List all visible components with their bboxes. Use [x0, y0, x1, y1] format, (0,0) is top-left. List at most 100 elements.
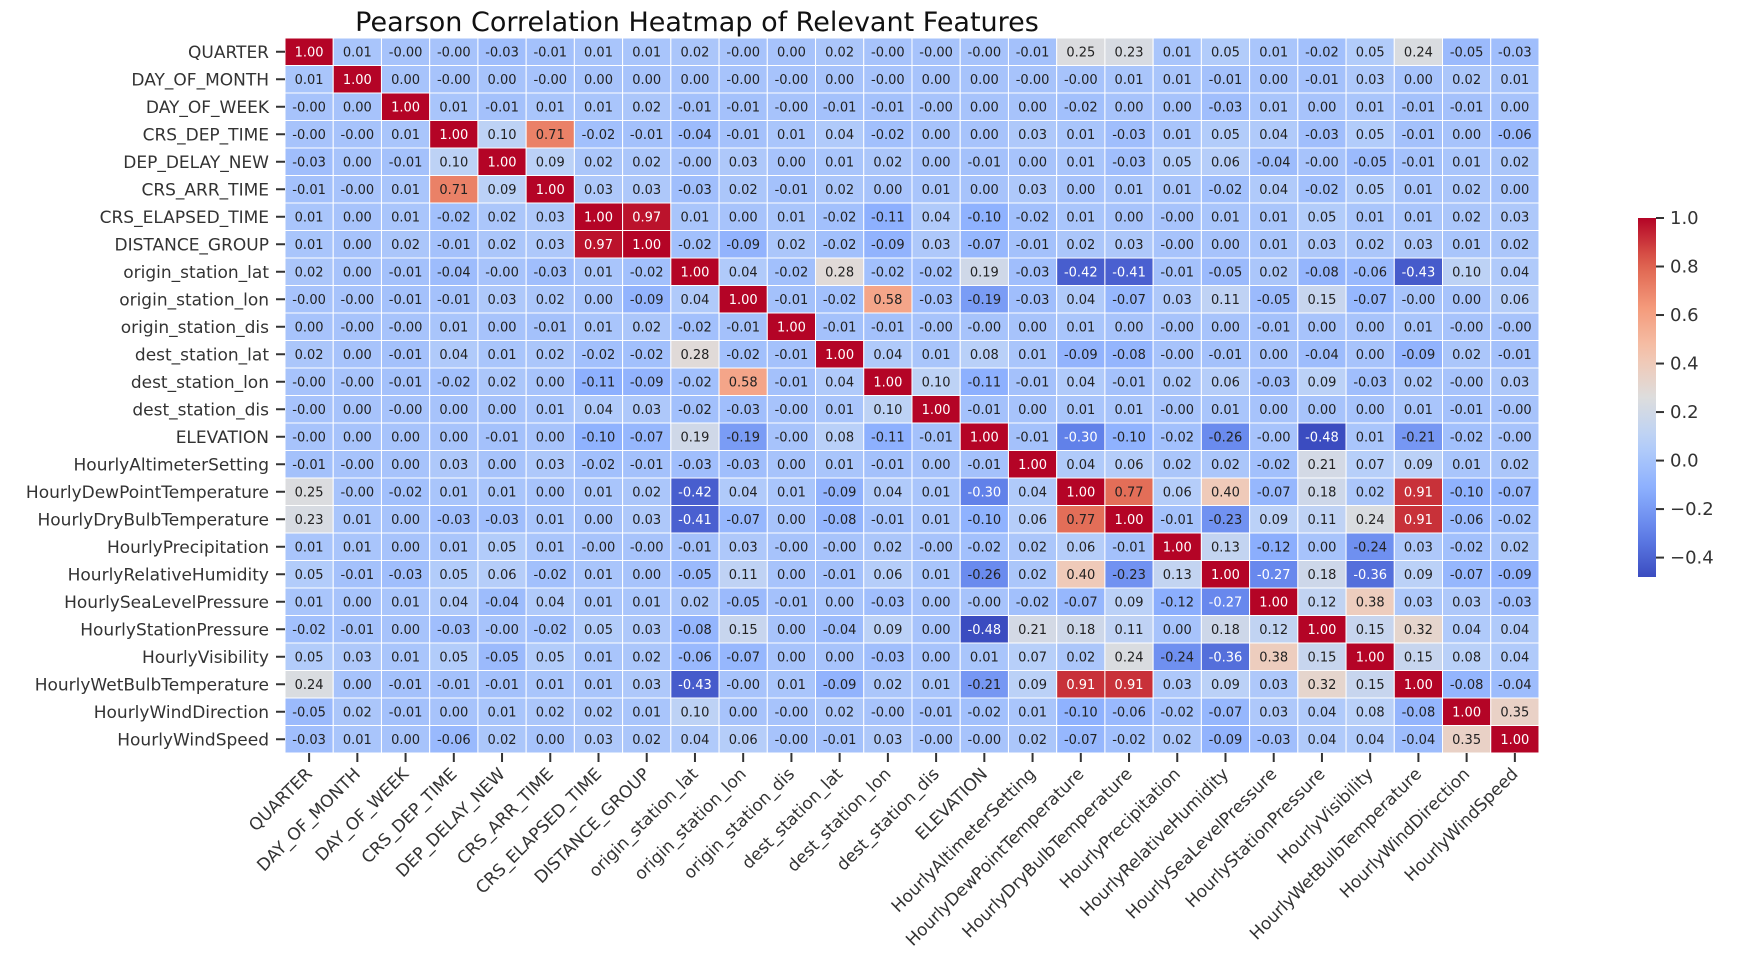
cell-value-label: 0.71 [536, 128, 565, 143]
cell-value-label: 0.09 [1115, 595, 1144, 610]
cell-value-label: -0.00 [1160, 210, 1194, 225]
cell-value-label: 0.00 [970, 128, 999, 143]
cell-value-label: 0.05 [439, 568, 468, 583]
heatmap-cell [1490, 120, 1540, 149]
cell-value-label: -0.07 [1064, 595, 1098, 610]
cell-value-label: -0.11 [582, 375, 616, 390]
cell-value-label: 0.08 [825, 430, 854, 445]
heatmap-cell [911, 92, 961, 121]
cell-value-label: 0.40 [1211, 485, 1240, 500]
cell-value-label: 0.01 [1211, 210, 1240, 225]
heatmap-cell [573, 92, 624, 121]
cell-value-label: 0.00 [536, 485, 565, 500]
heatmap-cell [1490, 450, 1540, 479]
cell-value-label: -0.00 [1498, 320, 1532, 335]
cell-value-label: 0.04 [680, 293, 709, 308]
cell-value-label: -0.00 [775, 403, 809, 418]
cell-value-label: 0.01 [825, 155, 854, 170]
heatmap-cell [284, 505, 334, 534]
y-tick-label: CRS_ELAPSED_TIME [100, 208, 269, 228]
cell-value-label: 0.03 [536, 458, 565, 473]
cell-value-label: 0.21 [1018, 623, 1047, 638]
cell-value-label: 0.35 [1452, 733, 1481, 748]
cell-value-label: -0.09 [823, 485, 857, 500]
cell-value-label: -0.30 [968, 485, 1002, 500]
cell-value-label: -0.04 [1498, 678, 1532, 693]
cell-value-label: 0.02 [632, 320, 661, 335]
y-tick-label: HourlyVisibility [142, 648, 269, 668]
cell-value-label: 0.00 [536, 733, 565, 748]
heatmap-cell [1393, 505, 1444, 534]
y-tick-label: HourlyDewPointTemperature [26, 483, 269, 503]
cell-value-label: -0.00 [389, 403, 423, 418]
cell-value-label: 0.01 [584, 678, 613, 693]
cell-value-label: -0.03 [437, 513, 471, 528]
cell-value-label: 0.28 [825, 265, 854, 280]
cell-value-label: 0.01 [922, 568, 951, 583]
colorbar-tick-label: −0.2 [1670, 499, 1714, 520]
cell-value-label: 0.02 [1452, 73, 1481, 88]
cell-value-label: -0.02 [292, 623, 326, 638]
cell-value-label: 0.03 [873, 733, 902, 748]
cell-value-label: -0.19 [968, 293, 1002, 308]
cell-value-label: 0.05 [1356, 45, 1385, 60]
cell-value-label: -0.00 [775, 73, 809, 88]
cell-value-label: 0.24 [1115, 650, 1144, 665]
y-tick-label: dest_station_lon [131, 373, 269, 393]
cell-value-label: 0.06 [1115, 458, 1144, 473]
heatmap-cell [1297, 257, 1347, 286]
cell-value-label: -0.03 [1498, 45, 1532, 60]
heatmap-cell [380, 92, 431, 121]
heatmap-cell [911, 37, 961, 66]
cell-value-label: 1.00 [584, 210, 613, 225]
heatmap-cell [1345, 532, 1395, 561]
cell-value-label: 0.18 [1066, 623, 1095, 638]
cell-value-label: -0.02 [582, 348, 616, 363]
cell-value-label: 0.11 [1211, 293, 1240, 308]
cell-value-label: -0.05 [1257, 293, 1291, 308]
heatmap-cell [1056, 725, 1106, 754]
cell-value-label: -0.01 [775, 348, 809, 363]
heatmap-cell [1393, 725, 1444, 754]
cell-value-label: -0.48 [968, 623, 1002, 638]
heatmap-cell [1007, 725, 1058, 754]
heatmap-cell [1297, 450, 1347, 479]
cell-value-label: 1.00 [1500, 733, 1529, 748]
cell-value-label: 0.01 [1404, 210, 1433, 225]
heatmap-cell [766, 587, 817, 616]
heatmap-cell [1297, 697, 1347, 726]
y-tick-label: origin_station_lat [123, 263, 269, 283]
cell-value-label: 0.00 [343, 595, 372, 610]
cell-value-label: -0.06 [437, 733, 471, 748]
cell-value-label: 0.04 [873, 485, 902, 500]
cell-value-label: -0.02 [678, 403, 712, 418]
heatmap-cell [766, 725, 817, 754]
heatmap-cell [1200, 37, 1251, 66]
cell-value-label: -0.00 [1305, 155, 1339, 170]
cell-value-label: 0.02 [873, 155, 902, 170]
heatmap-cell [284, 725, 334, 754]
cell-value-label: 0.03 [1018, 128, 1047, 143]
cell-value-label: 0.03 [922, 238, 951, 253]
x-tick-label: HourlyDewPointTemperature [902, 764, 1088, 950]
cell-value-label: 0.01 [922, 348, 951, 363]
heatmap-cell [1490, 37, 1540, 66]
cell-value-label: -0.06 [1450, 513, 1484, 528]
heatmap-cell [1393, 477, 1444, 506]
cell-value-label: -0.01 [1160, 265, 1194, 280]
colorbar-tick-label: 0.6 [1670, 305, 1699, 326]
heatmap-cell [1152, 725, 1202, 754]
cell-value-label: 0.15 [1307, 293, 1336, 308]
cell-value-label: 0.00 [1259, 403, 1288, 418]
heatmap-cell [670, 450, 720, 479]
heatmap-cell [911, 532, 961, 561]
cell-value-label: 0.00 [391, 623, 420, 638]
cell-value-label: 0.05 [439, 650, 468, 665]
cell-value-label: -0.00 [775, 540, 809, 555]
cell-value-label: 0.01 [1259, 100, 1288, 115]
heatmap-cell [1249, 670, 1299, 699]
cell-value-label: 0.15 [1356, 678, 1385, 693]
heatmap-cell [863, 725, 913, 754]
cell-value-label: -0.02 [726, 348, 760, 363]
cell-value-label: 0.01 [343, 45, 372, 60]
